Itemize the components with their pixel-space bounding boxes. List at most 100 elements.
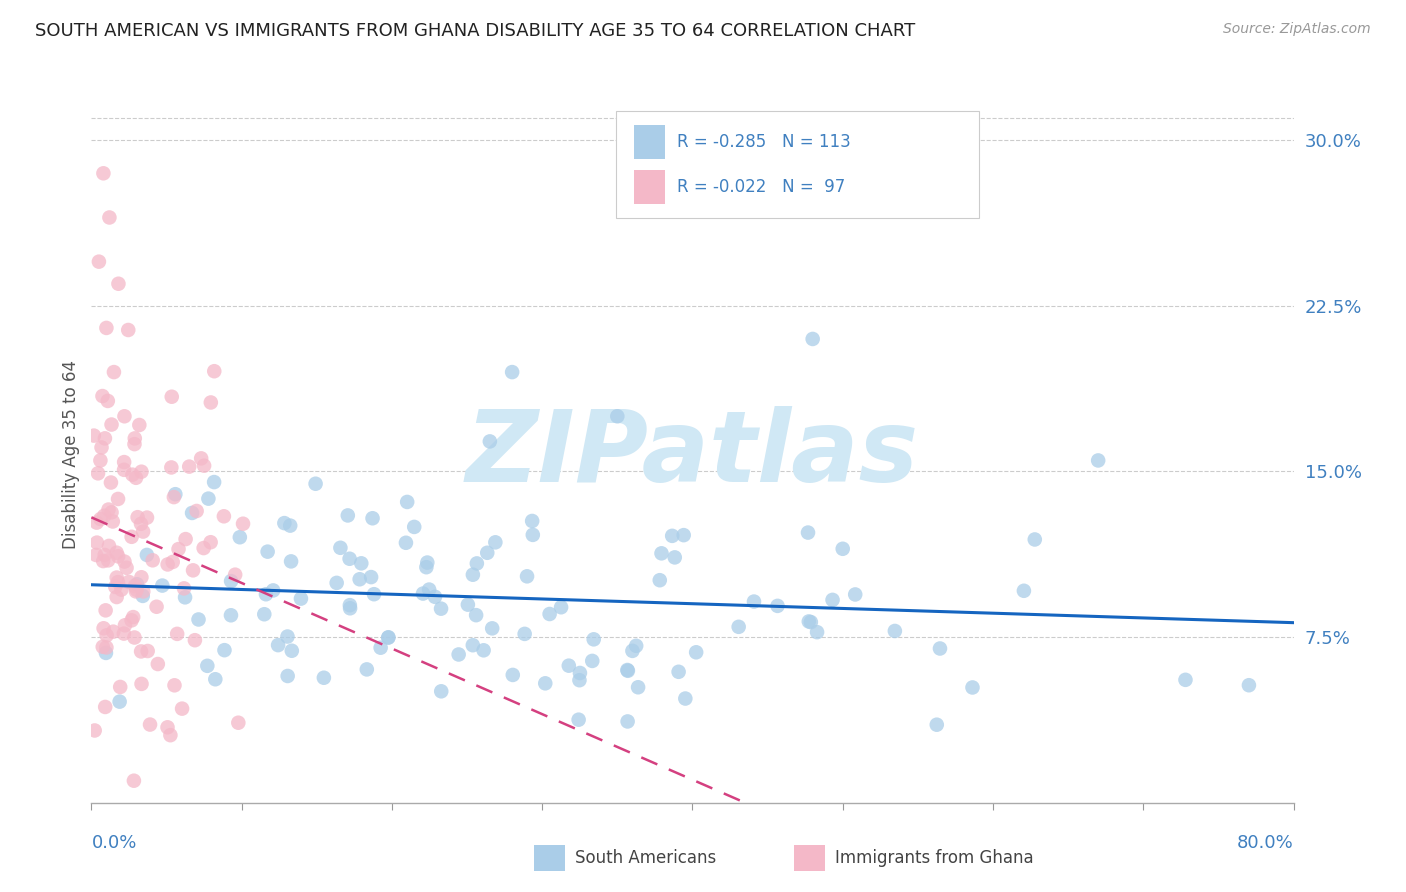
Point	[304, 476, 326, 491]
Point	[136, 510, 159, 524]
Point	[139, 717, 162, 731]
Point	[162, 555, 184, 569]
Point	[1087, 453, 1109, 467]
Point	[166, 627, 188, 641]
Point	[150, 578, 173, 592]
Point	[416, 556, 439, 570]
Point	[800, 615, 823, 629]
Point	[501, 365, 523, 379]
Point	[350, 557, 373, 571]
Point	[538, 607, 561, 621]
Point	[172, 701, 194, 715]
Point	[200, 535, 222, 549]
Point	[801, 332, 824, 346]
Point	[90, 441, 112, 455]
Point	[87, 254, 110, 268]
Point	[179, 459, 201, 474]
Point	[370, 640, 392, 655]
Point	[184, 633, 207, 648]
Point	[502, 668, 524, 682]
Point	[360, 570, 382, 584]
Point	[197, 491, 219, 506]
Point	[122, 773, 145, 788]
Point	[124, 431, 146, 445]
Point	[159, 728, 181, 742]
Point	[520, 514, 543, 528]
Text: Source: ZipAtlas.com: Source: ZipAtlas.com	[1223, 22, 1371, 37]
Point	[125, 577, 148, 591]
Point	[105, 570, 128, 584]
Point	[112, 455, 135, 469]
Point	[146, 657, 169, 671]
Point	[112, 626, 135, 640]
Point	[254, 587, 277, 601]
Point	[962, 681, 984, 695]
Point	[91, 554, 114, 568]
Point	[685, 645, 707, 659]
Point	[107, 549, 129, 564]
Point	[447, 648, 470, 662]
Point	[100, 505, 122, 519]
Point	[121, 530, 143, 544]
Point	[110, 582, 132, 597]
Point	[105, 590, 128, 604]
Point	[465, 557, 488, 571]
Point	[883, 624, 905, 638]
Point	[87, 467, 110, 481]
Point	[202, 364, 225, 378]
Point	[131, 570, 153, 584]
Point	[404, 520, 426, 534]
Point	[173, 582, 195, 596]
Point	[193, 541, 215, 555]
Point	[363, 587, 385, 601]
Point	[98, 211, 121, 225]
Point	[112, 463, 135, 477]
Point	[844, 587, 866, 601]
Point	[430, 684, 453, 698]
Point	[181, 563, 204, 577]
Point	[105, 546, 128, 560]
Point	[256, 544, 278, 558]
Point	[163, 678, 186, 692]
Point	[624, 639, 647, 653]
Point	[513, 627, 536, 641]
Point	[121, 467, 143, 482]
Point	[925, 717, 948, 731]
Point	[806, 625, 828, 640]
Point	[128, 417, 150, 432]
Point	[132, 584, 155, 599]
Text: 80.0%: 80.0%	[1237, 834, 1294, 852]
Point	[797, 615, 820, 629]
Point	[114, 409, 136, 424]
Point	[190, 451, 212, 466]
Point	[461, 567, 484, 582]
Point	[582, 632, 605, 647]
Point	[290, 591, 312, 606]
Point	[312, 671, 335, 685]
Point	[361, 511, 384, 525]
Point	[228, 715, 250, 730]
Point	[396, 495, 419, 509]
Point	[193, 458, 215, 473]
Point	[96, 321, 118, 335]
Point	[107, 491, 129, 506]
Point	[477, 546, 499, 560]
Point	[336, 508, 359, 523]
Point	[100, 417, 122, 432]
Point	[1012, 583, 1035, 598]
Point	[267, 638, 290, 652]
Point	[115, 561, 138, 575]
Point	[277, 669, 299, 683]
Point	[136, 644, 159, 658]
Point	[187, 612, 209, 626]
Point	[276, 630, 298, 644]
Point	[93, 508, 115, 523]
Point	[124, 631, 146, 645]
Point	[329, 541, 352, 555]
Point	[93, 621, 115, 635]
Point	[107, 277, 129, 291]
Point	[83, 723, 105, 738]
Point	[103, 624, 125, 639]
Point	[127, 510, 149, 524]
Point	[273, 516, 295, 530]
